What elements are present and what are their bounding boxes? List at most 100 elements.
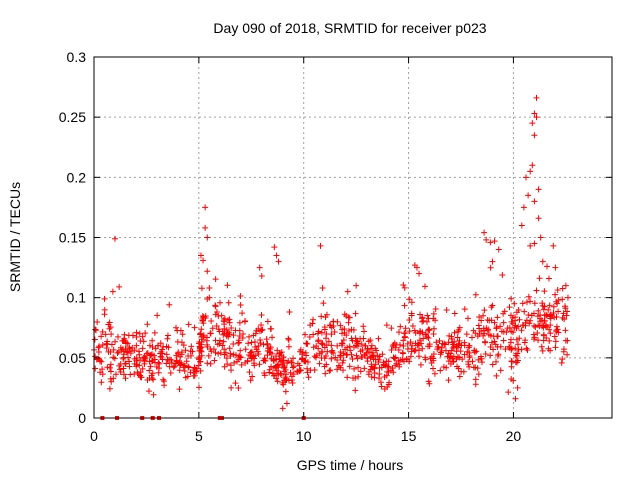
- data-point: [199, 313, 206, 320]
- data-point: [330, 323, 337, 330]
- data-point: [413, 264, 420, 271]
- data-point: [535, 186, 542, 193]
- data-point: [445, 350, 452, 357]
- data-point: [551, 333, 558, 340]
- data-point: [408, 345, 415, 352]
- data-point: [353, 352, 360, 359]
- data-point: [149, 343, 156, 350]
- data-point: [146, 342, 153, 349]
- data-point: [514, 350, 521, 357]
- data-point: [203, 337, 210, 344]
- data-point: [560, 346, 567, 353]
- data-point: [328, 331, 335, 338]
- data-point: [431, 325, 438, 332]
- data-point: [258, 327, 265, 334]
- data-point: [417, 361, 424, 368]
- data-point: [322, 352, 329, 359]
- data-point: [276, 355, 283, 362]
- data-point: [466, 352, 473, 359]
- data-point: [150, 376, 157, 383]
- data-point: [377, 379, 384, 386]
- data-point: [494, 314, 501, 321]
- data-point: [191, 365, 198, 372]
- data-point: [422, 356, 429, 363]
- data-point: [354, 340, 361, 347]
- data-point: [466, 363, 473, 370]
- data-point: [237, 302, 244, 309]
- data-point: [401, 302, 408, 309]
- data-point: [202, 204, 209, 211]
- data-point: [111, 235, 118, 242]
- data-point: [110, 346, 117, 353]
- data-point: [411, 327, 418, 334]
- data-point: [217, 349, 224, 356]
- data-point: [183, 358, 190, 365]
- data-point: [246, 333, 253, 340]
- data-point: [236, 333, 243, 340]
- data-point: [122, 375, 129, 382]
- data-point: [538, 343, 545, 350]
- data-point: [366, 349, 373, 356]
- data-point: [535, 307, 542, 314]
- x-tick-label: 15: [401, 428, 417, 444]
- data-point: [415, 353, 422, 360]
- data-point: [206, 294, 213, 301]
- data-point: [482, 339, 489, 346]
- data-point: [117, 369, 124, 376]
- data-point: [256, 264, 263, 271]
- data-point: [535, 322, 542, 329]
- data-point: [443, 306, 450, 313]
- data-point: [245, 352, 252, 359]
- data-point: [165, 344, 172, 351]
- data-point: [178, 339, 185, 346]
- data-point: [318, 313, 325, 320]
- data-point: [436, 337, 443, 344]
- data-point: [199, 336, 206, 343]
- data-point: [564, 351, 571, 358]
- data-point: [261, 372, 268, 379]
- data-point: [559, 356, 566, 363]
- data-point: [459, 356, 466, 363]
- data-point: [386, 379, 393, 386]
- data-point: [221, 315, 228, 322]
- data-point: [220, 338, 227, 345]
- data-point: [225, 299, 232, 306]
- data-point: [458, 342, 465, 349]
- data-point: [215, 350, 222, 357]
- data-point: [552, 344, 559, 351]
- data-point: [212, 302, 219, 309]
- data-point: [400, 350, 407, 357]
- data-point: [378, 383, 385, 390]
- data-point: [223, 355, 230, 362]
- data-point: [547, 312, 554, 319]
- data-point: [481, 229, 488, 236]
- data-point: [321, 344, 328, 351]
- data-point: [361, 328, 368, 335]
- data-point: [282, 388, 289, 395]
- data-point: [539, 323, 546, 330]
- data-point: [385, 363, 392, 370]
- data-point: [552, 264, 559, 271]
- data-point: [417, 311, 424, 318]
- data-point: [497, 323, 504, 330]
- data-point: [143, 350, 150, 357]
- data-point: [352, 310, 359, 317]
- data-point: [191, 324, 198, 331]
- data-point: [480, 312, 487, 319]
- data-point: [230, 340, 237, 347]
- data-point: [407, 353, 414, 360]
- data-point: [442, 341, 449, 348]
- data-point: [271, 244, 278, 251]
- data-point: [142, 330, 149, 337]
- data-point: [98, 379, 105, 386]
- data-point: [328, 342, 335, 349]
- data-point: [564, 308, 571, 315]
- data-point: [361, 365, 368, 372]
- data-point: [451, 329, 458, 336]
- data-point: [110, 354, 117, 361]
- data-point: [526, 320, 533, 327]
- data-point: [449, 355, 456, 362]
- data-point: [158, 348, 165, 355]
- data-point: [346, 363, 353, 370]
